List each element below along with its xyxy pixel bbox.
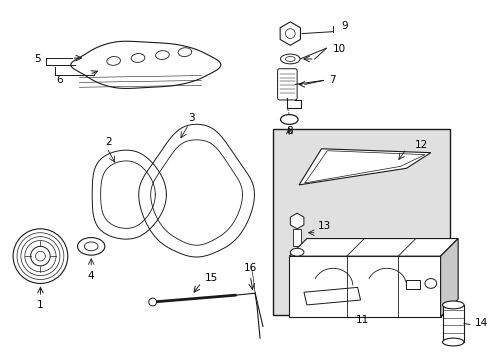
Polygon shape [71, 41, 221, 89]
Ellipse shape [131, 54, 144, 62]
Text: 3: 3 [188, 113, 195, 122]
Bar [442, 305, 463, 342]
Text: 5: 5 [34, 54, 41, 64]
Ellipse shape [442, 338, 463, 346]
Text: 2: 2 [105, 137, 112, 147]
Circle shape [285, 29, 295, 39]
Text: 13: 13 [317, 221, 330, 231]
FancyBboxPatch shape [277, 69, 297, 100]
Bar [272, 129, 449, 315]
Bar [293, 229, 301, 246]
Text: 4: 4 [88, 271, 94, 281]
Circle shape [36, 251, 45, 261]
Ellipse shape [78, 238, 104, 255]
Text: 9: 9 [340, 21, 347, 31]
Text: 1: 1 [37, 300, 43, 310]
Ellipse shape [280, 54, 300, 64]
Text: 14: 14 [474, 319, 487, 328]
Text: 7: 7 [328, 76, 335, 85]
Bar [406, 280, 419, 289]
Circle shape [148, 298, 156, 306]
Ellipse shape [155, 51, 169, 59]
Polygon shape [290, 213, 303, 229]
Text: 10: 10 [332, 44, 346, 54]
Text: 8: 8 [285, 126, 292, 136]
Ellipse shape [442, 301, 463, 309]
Polygon shape [299, 149, 430, 185]
Text: 11: 11 [355, 315, 368, 325]
Text: 12: 12 [414, 140, 427, 150]
Polygon shape [440, 239, 457, 317]
Text: 16: 16 [243, 263, 256, 273]
Polygon shape [289, 239, 457, 256]
Ellipse shape [106, 57, 120, 66]
Ellipse shape [178, 48, 191, 57]
Bar [289, 256, 440, 317]
Ellipse shape [280, 114, 298, 124]
Text: 15: 15 [204, 273, 218, 283]
Polygon shape [304, 287, 360, 305]
Ellipse shape [285, 57, 295, 62]
Text: 6: 6 [57, 76, 63, 85]
Circle shape [31, 246, 50, 266]
Ellipse shape [84, 242, 98, 251]
Ellipse shape [424, 279, 436, 288]
Polygon shape [280, 22, 300, 45]
Ellipse shape [290, 248, 304, 256]
Circle shape [13, 229, 68, 283]
